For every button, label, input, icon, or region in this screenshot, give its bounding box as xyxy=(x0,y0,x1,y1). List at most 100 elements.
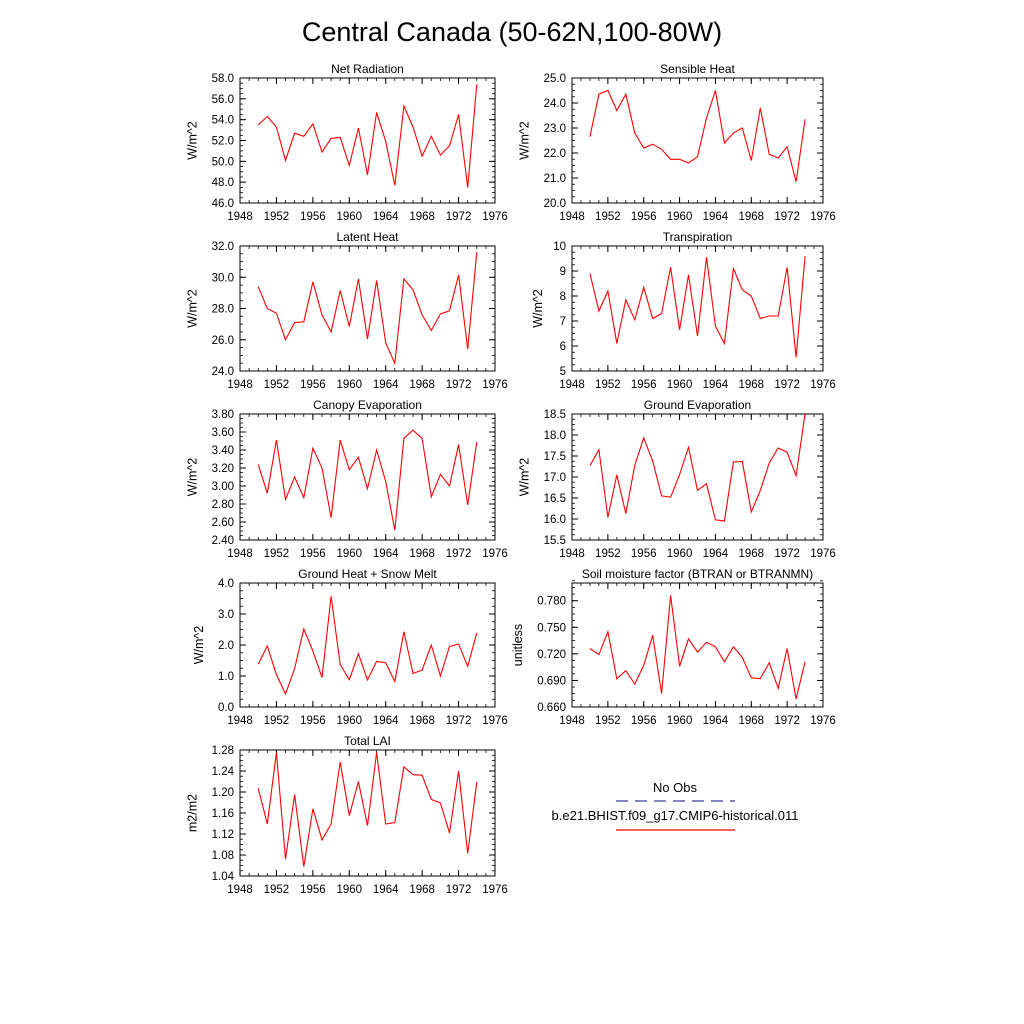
y-tick-label: 3.20 xyxy=(212,463,234,475)
plot-frame xyxy=(571,582,824,708)
x-tick-label: 1956 xyxy=(300,379,326,391)
x-tick-label: 1968 xyxy=(738,211,764,223)
x-tick-label: 1976 xyxy=(482,379,508,391)
y-tick-label: 2.60 xyxy=(212,517,234,529)
x-tick-label: 1960 xyxy=(336,884,362,896)
x-tick-label: 1960 xyxy=(667,548,693,560)
y-tick-label: 15.5 xyxy=(544,535,566,547)
panel-title: Canopy Evaporation xyxy=(313,398,422,412)
y-tick-label: 17.5 xyxy=(544,451,566,463)
x-tick-label: 1956 xyxy=(300,715,326,727)
x-tick-label: 1952 xyxy=(595,379,621,391)
x-tick-label: 1956 xyxy=(300,211,326,223)
x-tick-label: 1952 xyxy=(595,211,621,223)
x-tick-label: 1948 xyxy=(227,548,253,560)
y-tick-label: 1.08 xyxy=(212,850,234,862)
y-tick-label: 54.0 xyxy=(212,115,234,127)
y-tick-label: 9 xyxy=(560,266,566,278)
y-tick-label: 3.80 xyxy=(212,409,234,421)
panel-total-lai: Total LAI 1948 1952 1956 1960 1964 1968 1972 197… xyxy=(186,734,508,896)
y-tick-label: 1.12 xyxy=(212,829,234,841)
x-tick-label: 1972 xyxy=(446,715,472,727)
y-tick-label: 0.0 xyxy=(218,702,234,714)
plot-frame xyxy=(239,77,496,204)
x-tick-label: 1976 xyxy=(482,548,508,560)
y-tick-label: 0.690 xyxy=(537,675,566,687)
series-line xyxy=(257,596,478,696)
y-axis-label: W/m^2 xyxy=(531,289,545,328)
x-tick-label: 1968 xyxy=(409,379,435,391)
series-line xyxy=(257,84,478,188)
legend-model-label: b.e21.BHIST.f09_g17.CMIP6-historical.011 xyxy=(552,808,799,823)
y-tick-label: 16.5 xyxy=(544,493,566,505)
x-tick-label: 1952 xyxy=(264,379,290,391)
panel-title: Ground Heat + Snow Melt xyxy=(298,567,437,581)
y-tick-label: 0.780 xyxy=(537,596,566,608)
x-tick-label: 1964 xyxy=(703,379,729,391)
panel-title: Transpiration xyxy=(663,230,733,244)
x-tick-label: 1968 xyxy=(409,884,435,896)
x-tick-label: 1972 xyxy=(446,211,472,223)
x-tick-label: 1964 xyxy=(703,715,729,727)
y-tick-label: 2.80 xyxy=(212,499,234,511)
panel-ground-heat-snow-melt: Ground Heat + Snow Melt 1948 1952 1956 1960 1… xyxy=(192,567,508,727)
panel-net-radiation: Net Radiation 1948 1952 1956 1960 1964 1968 197… xyxy=(186,62,508,223)
y-tick-label: 1.04 xyxy=(212,871,235,883)
x-tick-label: 1948 xyxy=(227,884,253,896)
y-tick-label: 2.40 xyxy=(212,535,234,547)
y-tick-label: 7 xyxy=(560,316,566,328)
y-tick-label: 32.0 xyxy=(212,241,234,253)
y-tick-label: 50.0 xyxy=(212,156,234,168)
x-tick-label: 1968 xyxy=(738,548,764,560)
y-tick-label: 28.0 xyxy=(212,304,234,316)
x-tick-label: 1968 xyxy=(738,379,764,391)
y-tick-label: 25.0 xyxy=(544,73,566,85)
panel-title: Sensible Heat xyxy=(660,62,735,76)
x-tick-label: 1976 xyxy=(810,379,836,391)
x-tick-label: 1964 xyxy=(703,211,729,223)
panel-title: Net Radiation xyxy=(331,62,404,76)
y-tick-label: 26.0 xyxy=(212,335,234,347)
y-tick-label: 22.0 xyxy=(544,148,566,160)
x-tick-label: 1972 xyxy=(446,884,472,896)
chart-panels: Net Radiation 1948 1952 1956 1960 1964 1968 197… xyxy=(186,62,836,896)
y-axis-label: W/m^2 xyxy=(186,289,200,328)
y-axis-label: m2/m2 xyxy=(186,794,200,832)
x-tick-label: 1968 xyxy=(738,715,764,727)
x-tick-label: 1968 xyxy=(409,548,435,560)
x-tick-label: 1960 xyxy=(336,715,362,727)
x-tick-label: 1976 xyxy=(810,548,836,560)
y-tick-label: 2.0 xyxy=(218,640,234,652)
x-tick-label: 1948 xyxy=(227,379,253,391)
x-tick-label: 1948 xyxy=(559,715,585,727)
panel-title: Latent Heat xyxy=(336,230,399,244)
series-line xyxy=(589,595,806,700)
x-tick-label: 1964 xyxy=(373,211,399,223)
y-axis-label: W/m^2 xyxy=(186,458,200,497)
y-tick-label: 1.20 xyxy=(212,787,234,799)
x-tick-label: 1948 xyxy=(559,379,585,391)
x-tick-label: 1976 xyxy=(482,715,508,727)
panel-title: Ground Evaporation xyxy=(644,398,751,412)
x-tick-label: 1964 xyxy=(373,548,399,560)
x-tick-label: 1952 xyxy=(264,548,290,560)
y-tick-label: 48.0 xyxy=(212,177,234,189)
x-tick-label: 1960 xyxy=(336,379,362,391)
y-tick-label: 3.60 xyxy=(212,427,234,439)
x-tick-label: 1956 xyxy=(631,715,657,727)
plot-frame xyxy=(571,413,824,541)
series-line xyxy=(589,89,806,182)
x-tick-label: 1972 xyxy=(774,379,800,391)
y-tick-label: 5 xyxy=(560,366,566,378)
x-tick-label: 1968 xyxy=(409,715,435,727)
figure-title: Central Canada (50-62N,100-80W) xyxy=(302,17,722,47)
x-tick-label: 1960 xyxy=(336,211,362,223)
panel-soil-moisture-factor-btran-or-btranmn: Soil moisture factor (BTRAN or BTRANMN) 1… xyxy=(511,567,836,727)
plot-frame xyxy=(239,413,496,541)
x-tick-label: 1972 xyxy=(774,211,800,223)
series-line xyxy=(589,255,806,358)
x-tick-label: 1972 xyxy=(774,715,800,727)
y-tick-label: 0.660 xyxy=(537,702,566,714)
y-axis-label: unitless xyxy=(511,624,525,666)
